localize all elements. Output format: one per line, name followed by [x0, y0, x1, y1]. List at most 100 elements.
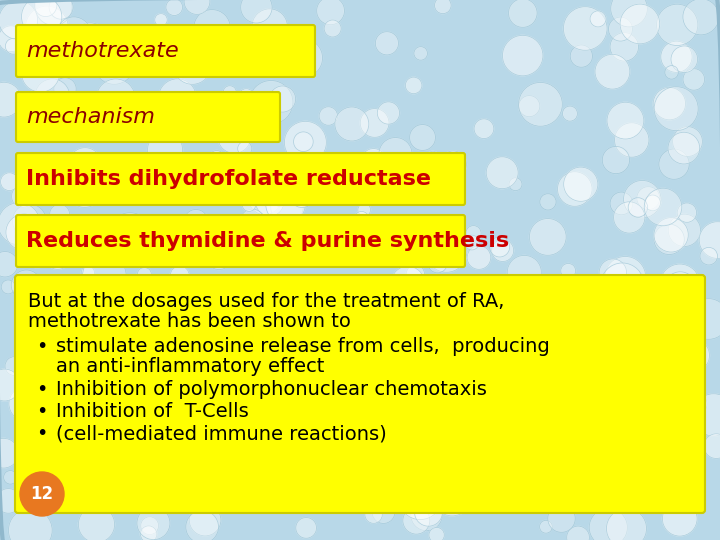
FancyBboxPatch shape	[16, 92, 280, 142]
Circle shape	[194, 346, 228, 379]
Circle shape	[71, 44, 102, 75]
Text: methotrexate: methotrexate	[26, 41, 179, 61]
Text: Reduces thymidine & purine synthesis: Reduces thymidine & purine synthesis	[26, 231, 509, 251]
Circle shape	[158, 79, 197, 117]
Circle shape	[5, 38, 21, 54]
Circle shape	[375, 32, 398, 55]
Circle shape	[181, 224, 214, 257]
Circle shape	[12, 270, 41, 300]
Circle shape	[577, 335, 611, 369]
Circle shape	[261, 374, 299, 413]
Circle shape	[145, 291, 183, 328]
Circle shape	[391, 266, 424, 300]
Circle shape	[105, 449, 120, 463]
Circle shape	[665, 65, 678, 79]
Circle shape	[682, 327, 703, 348]
Circle shape	[665, 272, 696, 303]
Circle shape	[659, 149, 689, 179]
Circle shape	[482, 438, 520, 476]
Circle shape	[296, 517, 317, 538]
Circle shape	[6, 214, 42, 251]
Circle shape	[580, 392, 597, 409]
Circle shape	[529, 219, 566, 255]
Circle shape	[70, 23, 109, 63]
Circle shape	[78, 282, 96, 300]
Circle shape	[654, 224, 684, 254]
Circle shape	[700, 247, 718, 265]
Circle shape	[240, 0, 272, 23]
Circle shape	[683, 69, 704, 90]
Circle shape	[210, 151, 224, 165]
Circle shape	[683, 0, 719, 35]
Circle shape	[361, 245, 376, 260]
Circle shape	[508, 255, 541, 289]
Circle shape	[672, 127, 703, 157]
Text: methotrexate has been shown to: methotrexate has been shown to	[28, 312, 351, 331]
Circle shape	[499, 417, 515, 433]
Circle shape	[561, 264, 575, 278]
Circle shape	[252, 9, 287, 44]
Circle shape	[361, 148, 385, 172]
Circle shape	[411, 499, 442, 531]
Text: •: •	[36, 380, 48, 399]
Circle shape	[271, 191, 303, 224]
Circle shape	[466, 226, 481, 241]
Circle shape	[160, 171, 173, 184]
Circle shape	[166, 165, 204, 202]
Circle shape	[559, 381, 585, 407]
Circle shape	[256, 188, 284, 216]
Circle shape	[0, 82, 22, 117]
Circle shape	[101, 94, 135, 128]
Circle shape	[206, 244, 232, 269]
Circle shape	[66, 336, 107, 379]
Circle shape	[199, 218, 216, 234]
Circle shape	[171, 320, 202, 350]
Circle shape	[539, 408, 570, 440]
Circle shape	[225, 458, 266, 500]
Circle shape	[243, 198, 256, 212]
Circle shape	[636, 338, 665, 366]
Circle shape	[266, 184, 305, 224]
Circle shape	[437, 339, 453, 354]
Circle shape	[653, 87, 685, 120]
Circle shape	[482, 359, 523, 400]
Circle shape	[240, 209, 265, 234]
Circle shape	[186, 510, 218, 540]
Circle shape	[200, 214, 213, 227]
Circle shape	[457, 313, 470, 326]
Circle shape	[644, 329, 674, 360]
Circle shape	[32, 219, 75, 262]
Circle shape	[81, 266, 94, 279]
Circle shape	[639, 445, 682, 487]
Circle shape	[679, 390, 707, 418]
Circle shape	[99, 362, 120, 382]
Circle shape	[377, 217, 418, 257]
Circle shape	[20, 472, 64, 516]
Circle shape	[317, 0, 344, 25]
Circle shape	[432, 327, 459, 354]
Circle shape	[668, 214, 701, 246]
Circle shape	[345, 275, 363, 293]
Circle shape	[403, 507, 430, 534]
FancyBboxPatch shape	[15, 275, 705, 513]
Circle shape	[448, 393, 464, 409]
Circle shape	[452, 402, 487, 436]
Circle shape	[25, 372, 63, 409]
Circle shape	[360, 109, 389, 137]
Circle shape	[657, 310, 699, 353]
Circle shape	[356, 160, 369, 174]
Circle shape	[137, 443, 154, 460]
Circle shape	[113, 381, 130, 399]
Circle shape	[35, 0, 57, 17]
Circle shape	[415, 498, 442, 526]
Circle shape	[155, 14, 167, 26]
Text: mechanism: mechanism	[26, 107, 155, 127]
Circle shape	[244, 469, 261, 485]
Circle shape	[590, 416, 608, 434]
Circle shape	[444, 351, 460, 367]
Circle shape	[12, 185, 34, 207]
Circle shape	[598, 393, 625, 420]
Circle shape	[486, 157, 518, 188]
Circle shape	[605, 256, 646, 297]
Circle shape	[148, 132, 183, 167]
